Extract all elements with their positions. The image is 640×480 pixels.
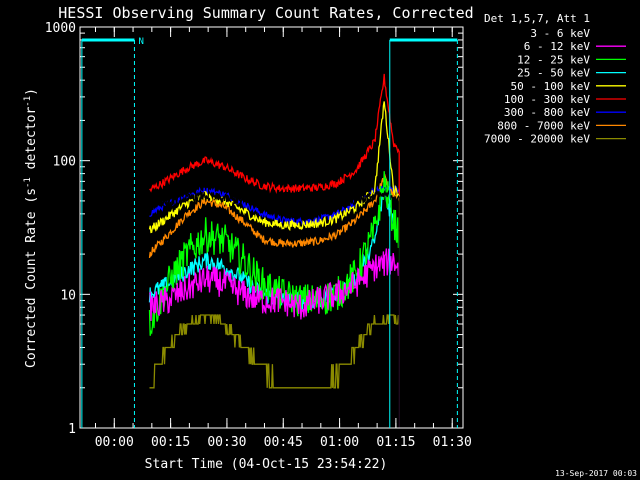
y-tick-label: 1000 [45,21,76,36]
legend-label-4: 50 - 100 keV [511,80,591,93]
legend-label-7: 800 - 7000 keV [497,119,590,132]
legend-label-6: 300 - 800 keV [504,106,590,119]
plot-frame [79,26,464,429]
x-tick-label: 00:30 [207,435,246,450]
legend-label-2: 12 - 25 keV [517,53,590,66]
legend-label-3: 25 - 50 keV [517,67,590,80]
series-line-7 [148,173,400,428]
legend-label-8: 7000 - 20000 keV [484,133,590,146]
x-tick-label: 01:15 [376,435,415,450]
annotation-marker-label: N [138,37,143,47]
y-tick-label: 100 [53,155,76,170]
y-axis-label: Corrected Count Rate (s-1 detector-1) [23,88,39,368]
legend-label-1: 6 - 12 keV [524,40,591,53]
x-axis-label: Start Time (04-Oct-15 23:54:22) [145,457,388,472]
x-tick-label: 00:45 [264,435,303,450]
series-line-5 [149,73,400,428]
y-tick-label: 1 [68,422,76,437]
plot-axes: 1 10 100 1000 00:00 00:15 00:30 00:45 01:00 01:15… [45,21,472,450]
footer-timestamp: 13-Sep-2017 00:03 [555,469,637,478]
x-tick-label: 01:00 [320,435,359,450]
y-tick-label: 10 [60,288,76,303]
series-line-4 [148,101,400,428]
series-line-0 [149,188,400,428]
x-tick-label: 00:00 [95,435,134,450]
x-tick-label: 01:30 [433,435,472,450]
chart-title: HESSI Observing Summary Count Rates, Cor… [58,4,473,22]
series-line-1 [148,248,400,428]
x-tick-label: 00:15 [151,435,190,450]
series-line-8 [149,314,400,428]
legend-label-5: 100 - 300 keV [504,93,590,106]
legend-label-0: 3 - 6 keV [530,27,590,40]
legend-title: Det 1,5,7, Att 1 [484,12,590,25]
